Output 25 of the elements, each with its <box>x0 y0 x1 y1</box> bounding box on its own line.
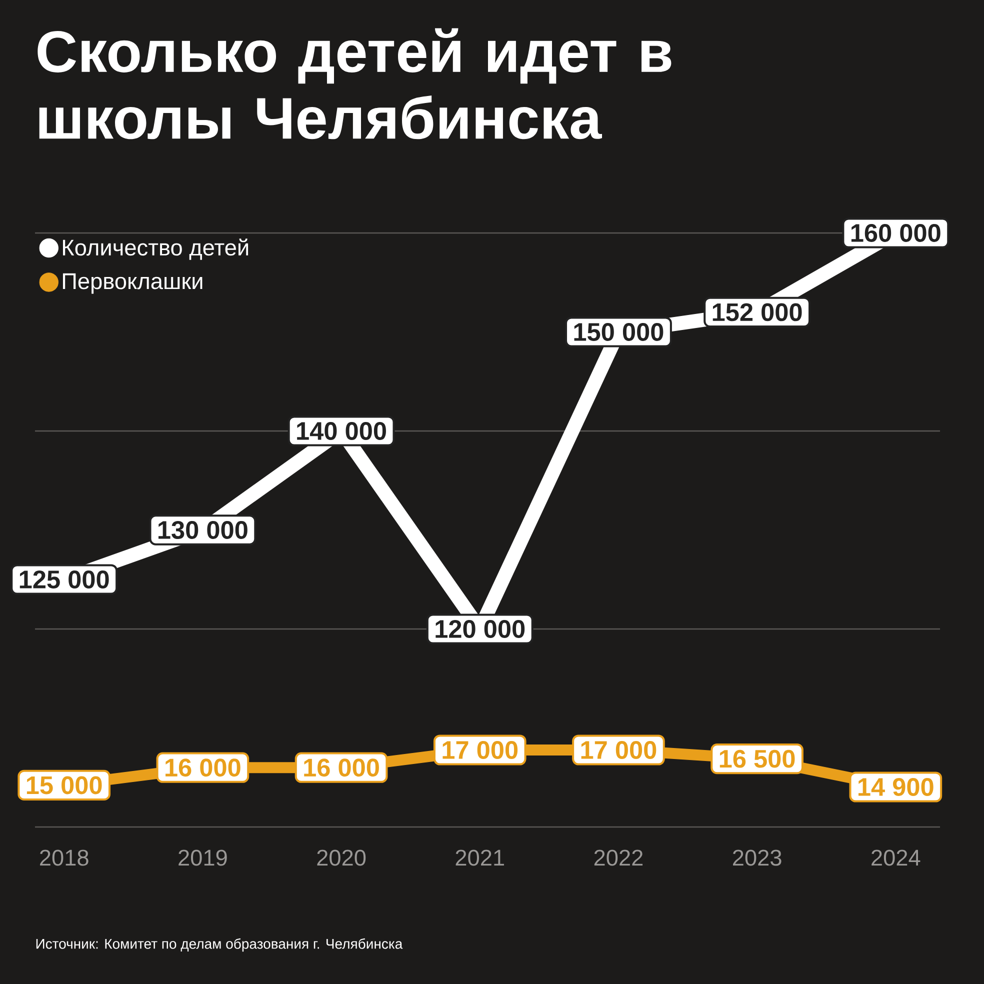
data-label: 16 000 <box>304 758 379 777</box>
data-label: 152 000 <box>712 303 802 322</box>
data-label: 120 000 <box>436 620 525 638</box>
data-label: 125 000 <box>20 570 109 588</box>
x-tick-label: 2020 <box>317 850 366 866</box>
data-label: 140 000 <box>297 422 386 440</box>
legend-label: Первоклашки <box>62 273 202 294</box>
x-tick-label: 2018 <box>40 850 88 866</box>
x-tick-label: 2021 <box>456 850 504 866</box>
x-tick-label: 2019 <box>178 850 227 866</box>
data-label: 130 000 <box>158 521 248 539</box>
x-tick-label: 2024 <box>872 850 920 866</box>
data-label: 14 900 <box>858 778 934 796</box>
text: Источник: Комитет по делам образования г. Челябинска <box>36 938 403 952</box>
data-label: 15 000 <box>26 776 102 794</box>
data-label: 17 000 <box>581 741 656 759</box>
data-label: 17 000 <box>442 741 518 759</box>
x-tick-label: 2023 <box>733 850 782 866</box>
data-label: 150 000 <box>574 323 664 341</box>
data-label: 16 500 <box>720 750 795 768</box>
data-label: 160 000 <box>851 224 940 242</box>
legend-label: Количество детей <box>62 238 248 260</box>
chart-title: Сколько детей идет в школы Челябинска <box>38 28 672 140</box>
x-tick-label: 2022 <box>594 850 643 866</box>
data-label: 16 000 <box>166 758 240 777</box>
